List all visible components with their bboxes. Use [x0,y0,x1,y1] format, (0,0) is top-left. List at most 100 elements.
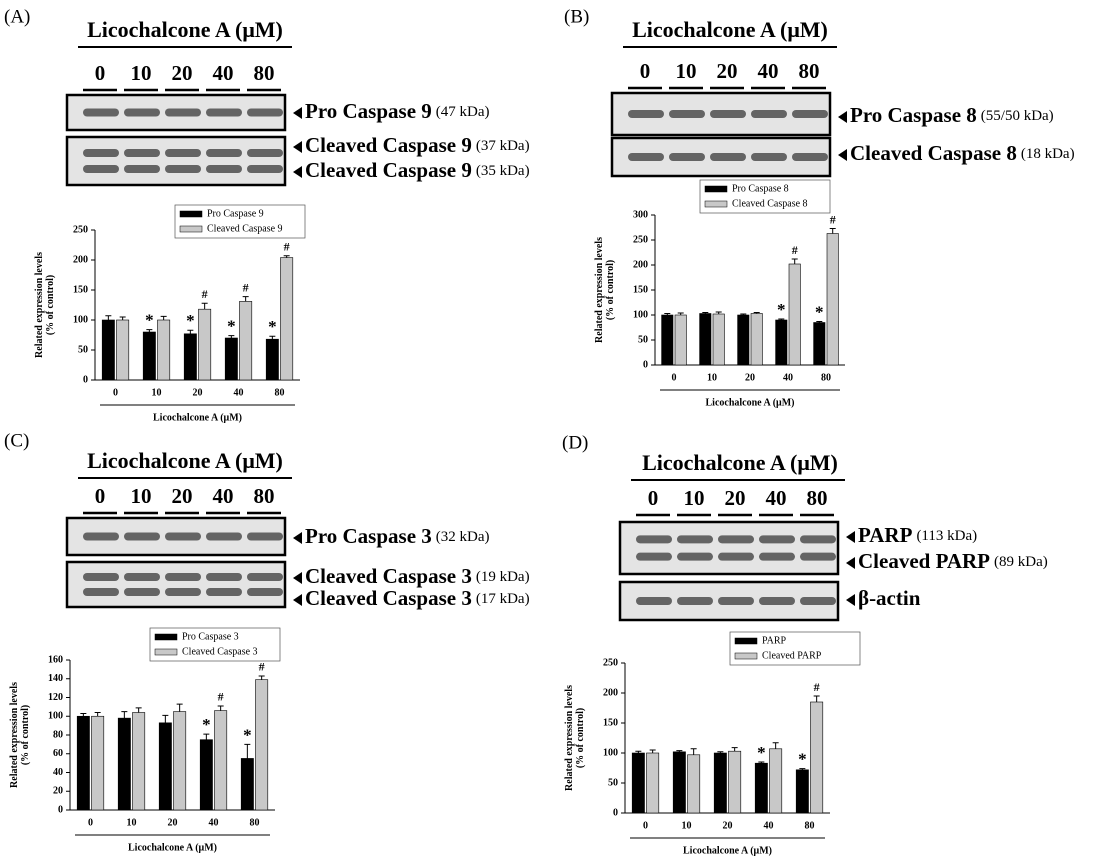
y-tick-label: 60 [53,748,63,759]
blot-band [124,533,160,541]
error-bar [146,330,152,332]
y-tick-label: 150 [73,284,88,295]
band-arrow [838,111,847,123]
bar [673,752,685,813]
significance-mark: * [202,715,211,734]
bar [225,338,237,380]
blot-band [792,153,828,161]
blot-band [710,110,746,118]
x-axis-label: Licochalcone A (μM) [706,397,795,408]
legend-label: Cleaved Caspase 3 [182,646,258,657]
error-bar [732,748,738,752]
band-arrow [846,594,855,606]
bar [200,740,212,810]
bar [256,680,268,810]
significance-mark: # [202,287,208,301]
blot-band [247,588,283,596]
blot-band [718,597,754,605]
blot-band [792,110,828,118]
y-tick-label: 100 [633,309,648,320]
blot-band [83,149,119,157]
blot-band [206,149,242,157]
dose-label: 10 [684,486,705,510]
x-tick-label: 40 [764,820,774,831]
dose-label: 0 [640,59,651,83]
y-tick-label: 250 [73,224,88,235]
y-tick-label: 100 [48,711,63,722]
x-tick-label: 20 [723,820,733,831]
y-label-line: Related expression levels [9,682,20,788]
x-tick-label: 40 [783,372,793,383]
significance-mark: # [259,660,265,674]
blot-band [165,588,201,596]
x-tick-label: 0 [88,817,93,828]
band-label: Pro Caspase 8(55/50 kDa) [850,103,1054,127]
bar [117,320,129,380]
y-axis-label: Related expression levels(% of control) [9,682,31,788]
y-axis-label: Related expression levels(% of control) [34,252,56,358]
dose-label: 40 [766,486,787,510]
legend-swatch [705,201,727,207]
blot-band [165,109,201,117]
error-bar [792,259,798,264]
y-tick-label: 200 [73,254,88,265]
band-size: (19 kDa) [476,569,530,585]
error-bar [203,734,209,740]
band-label: Cleaved Caspase 9(35 kDa) [305,158,530,182]
bar [811,702,823,813]
band-label: Cleaved PARP(89 kDa) [858,549,1048,573]
bar [281,258,293,380]
x-tick-label: 20 [168,817,178,828]
y-tick-label: 100 [603,747,618,758]
y-label-line: Related expression levels [594,237,605,343]
blot-band [165,533,201,541]
panel-label: (A) [4,6,30,27]
significance-mark: * [798,750,807,769]
y-tick-label: 140 [48,673,63,684]
bar [77,716,89,810]
band-name: β-actin [858,586,921,610]
band-arrow [293,594,302,606]
blot-band [247,165,283,173]
blot-band [800,597,836,605]
blot-band [677,553,713,561]
error-bar [650,750,656,753]
bar [755,763,767,813]
error-bar [244,744,250,758]
blot-band [124,588,160,596]
band-name: Cleaved Caspase 3 [305,564,472,588]
blot-band [718,553,754,561]
error-bar [830,229,836,234]
dose-label: 20 [725,486,746,510]
significance-mark: * [227,317,236,336]
blot-band [759,597,795,605]
y-tick-label: 250 [603,657,618,668]
blot-band [165,149,201,157]
band-arrow [846,531,855,543]
dose-label: 80 [254,61,275,85]
x-tick-label: 40 [234,387,244,398]
bar [199,309,211,380]
blot-band [124,573,160,581]
bar [266,339,278,380]
blot-band [677,597,713,605]
dose-label: 20 [172,61,193,85]
blot-treatment: Licochalcone A (μM) [87,448,283,473]
blot-band [759,535,795,543]
legend-label: Cleaved Caspase 9 [207,223,283,234]
x-axis-label: Licochalcone A (μM) [153,412,242,423]
panel-label: (D) [562,432,588,453]
y-tick-label: 150 [633,284,648,295]
legend-label: Cleaved PARP [762,650,822,661]
blot-treatment: Licochalcone A (μM) [632,17,828,42]
y-tick-label: 150 [603,717,618,728]
dose-label: 10 [676,59,697,83]
blot-band [165,573,201,581]
x-tick-label: 20 [193,387,203,398]
bar [751,314,762,366]
bar [675,315,686,365]
band-size: (89 kDa) [994,554,1048,570]
error-bar [121,712,127,719]
bar [827,234,838,366]
y-tick-label: 100 [73,314,88,325]
